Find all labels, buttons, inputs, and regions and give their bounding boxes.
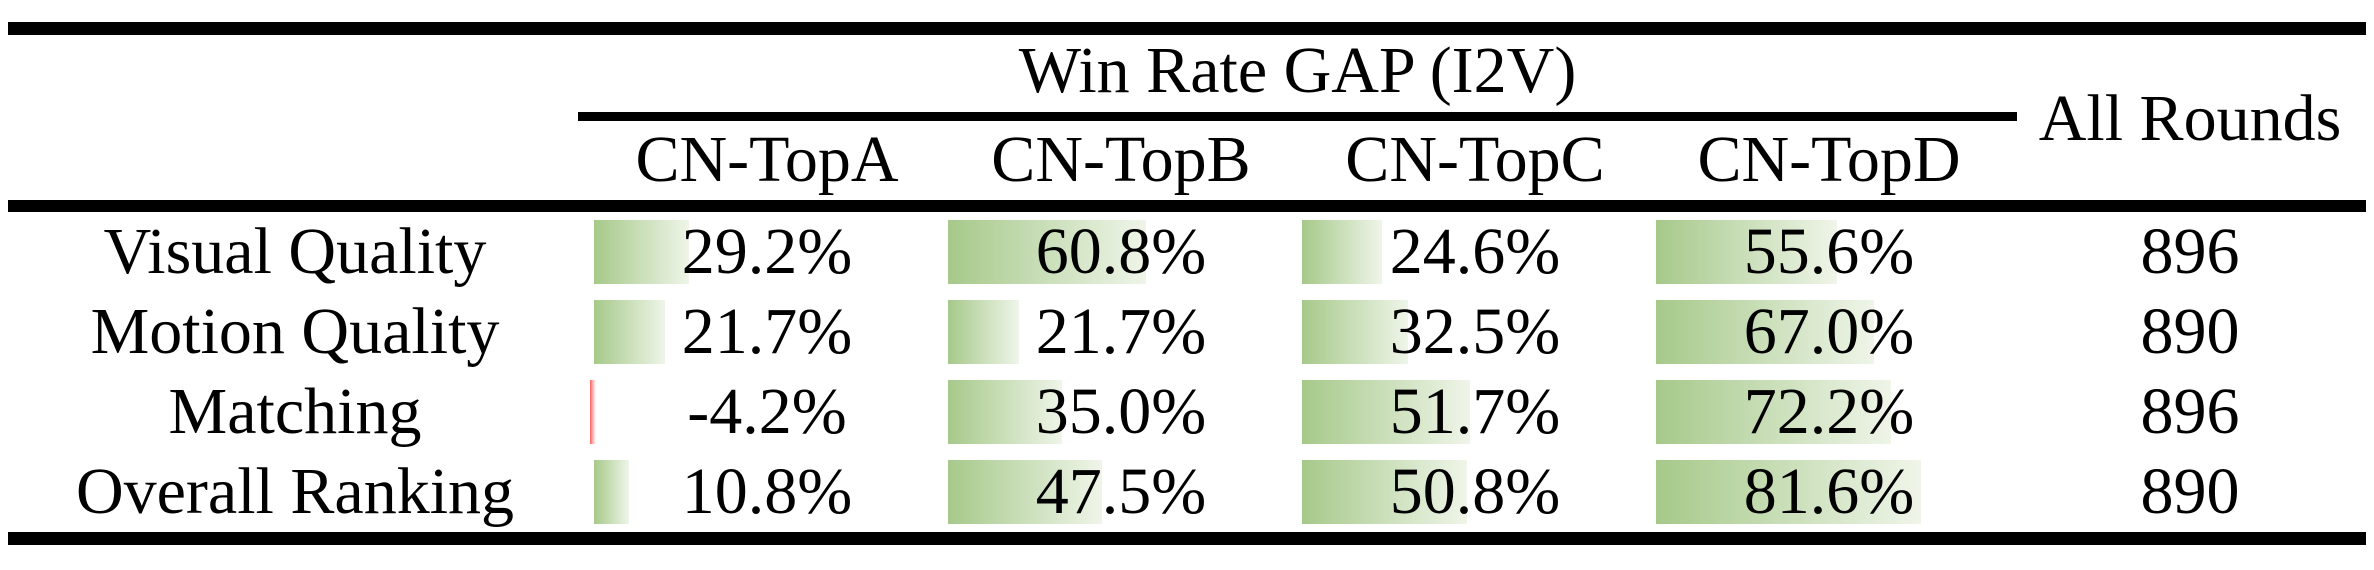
data-bar	[1302, 380, 1470, 444]
win-rate-value: 55.6%	[1743, 215, 1915, 288]
metric-label: Matching	[168, 375, 422, 448]
table-row: Overall Ranking 10.8% 47.5% 50.8% 81.6% …	[0, 452, 2374, 532]
corner-cell	[0, 120, 590, 200]
data-bar	[1656, 220, 1837, 284]
group-title-text: Win Rate GAP (I2V)	[1018, 34, 1577, 107]
all-rounds-header-text: All Rounds	[2038, 82, 2342, 155]
win-rate-value: 32.5%	[1389, 295, 1561, 368]
top-rule	[8, 22, 2366, 35]
win-rate-cell: 21.7%	[590, 292, 944, 372]
data-bar	[948, 220, 1146, 284]
group-header-rule	[578, 112, 2017, 121]
column-header-label: CN-TopD	[1697, 123, 1961, 196]
data-bar	[594, 220, 689, 284]
all-rounds-value: 890	[2140, 295, 2240, 368]
all-rounds-cell: 890	[2006, 292, 2374, 372]
data-bar	[948, 460, 1103, 524]
data-bar	[594, 460, 630, 524]
all-rounds-value: 896	[2140, 215, 2240, 288]
column-header-cn-topc: CN-TopC	[1298, 120, 1652, 200]
win-rate-cell: 32.5%	[1298, 292, 1652, 372]
all-rounds-header: All Rounds	[2006, 38, 2374, 200]
data-bar	[948, 300, 1019, 364]
win-rate-value: 29.2%	[681, 215, 853, 288]
bottom-rule	[8, 532, 2366, 545]
win-rate-cell: 29.2%	[590, 212, 944, 292]
data-bar	[1656, 460, 1922, 524]
win-rate-value: 67.0%	[1743, 295, 1915, 368]
win-rate-cell: 35.0%	[944, 372, 1298, 452]
data-bar	[1302, 300, 1408, 364]
metric-label: Motion Quality	[90, 295, 500, 368]
metric-label: Overall Ranking	[75, 455, 515, 528]
data-bar	[948, 380, 1062, 444]
all-rounds-cell: 896	[2006, 372, 2374, 452]
column-header-cn-topa: CN-TopA	[590, 120, 944, 200]
all-rounds-value: 890	[2140, 455, 2240, 528]
win-rate-value: 51.7%	[1389, 375, 1561, 448]
metric-label: Visual Quality	[103, 215, 487, 288]
win-rate-cell: 51.7%	[1298, 372, 1652, 452]
win-rate-cell: 50.8%	[1298, 452, 1652, 532]
win-rate-value: 81.6%	[1743, 455, 1915, 528]
win-rate-value: 24.6%	[1389, 215, 1561, 288]
win-rate-value: 47.5%	[1035, 455, 1207, 528]
data-bar	[590, 380, 597, 444]
data-bar	[1656, 300, 1874, 364]
win-rate-cell: -4.2%	[590, 372, 944, 452]
table-row: Matching -4.2% 35.0% 51.7% 72.2% 896	[0, 372, 2374, 452]
win-rate-cell: 60.8%	[944, 212, 1298, 292]
win-rate-cell: 72.2%	[1652, 372, 2006, 452]
all-rounds-cell: 896	[2006, 212, 2374, 292]
win-rate-value: 60.8%	[1035, 215, 1207, 288]
win-rate-cell: 10.8%	[590, 452, 944, 532]
win-rate-cell: 67.0%	[1652, 292, 2006, 372]
all-rounds-cell: 890	[2006, 452, 2374, 532]
win-rate-value: 10.8%	[681, 455, 853, 528]
win-rate-cell: 81.6%	[1652, 452, 2006, 532]
column-header-row: CN-TopA CN-TopB CN-TopC CN-TopD	[0, 120, 2374, 200]
win-rate-value: -4.2%	[687, 375, 847, 448]
data-bar	[1302, 220, 1382, 284]
data-bar	[1656, 380, 1891, 444]
win-rate-cell: 55.6%	[1652, 212, 2006, 292]
win-rate-value: 21.7%	[1035, 295, 1207, 368]
header-rule	[8, 200, 2366, 212]
table-row: Motion Quality 21.7% 21.7% 32.5% 67.0% 8…	[0, 292, 2374, 372]
data-bar	[1302, 460, 1468, 524]
all-rounds-value: 896	[2140, 375, 2240, 448]
table-row: Visual Quality 29.2% 60.8% 24.6% 55.6% 8…	[0, 212, 2374, 292]
column-header-cn-topb: CN-TopB	[944, 120, 1298, 200]
spacer-cell	[2006, 120, 2374, 200]
win-rate-cell: 21.7%	[944, 292, 1298, 372]
column-header-label: CN-TopA	[635, 123, 899, 196]
win-rate-cell: 24.6%	[1298, 212, 1652, 292]
win-rate-value: 72.2%	[1743, 375, 1915, 448]
group-title: Win Rate GAP (I2V)	[578, 30, 2017, 112]
data-bar	[594, 300, 665, 364]
column-header-cn-topd: CN-TopD	[1652, 120, 2006, 200]
win-rate-value: 21.7%	[681, 295, 853, 368]
column-header-label: CN-TopC	[1345, 123, 1605, 196]
win-rate-value: 50.8%	[1389, 455, 1561, 528]
win-rate-value: 35.0%	[1035, 375, 1207, 448]
column-header-label: CN-TopB	[991, 123, 1251, 196]
win-rate-cell: 47.5%	[944, 452, 1298, 532]
